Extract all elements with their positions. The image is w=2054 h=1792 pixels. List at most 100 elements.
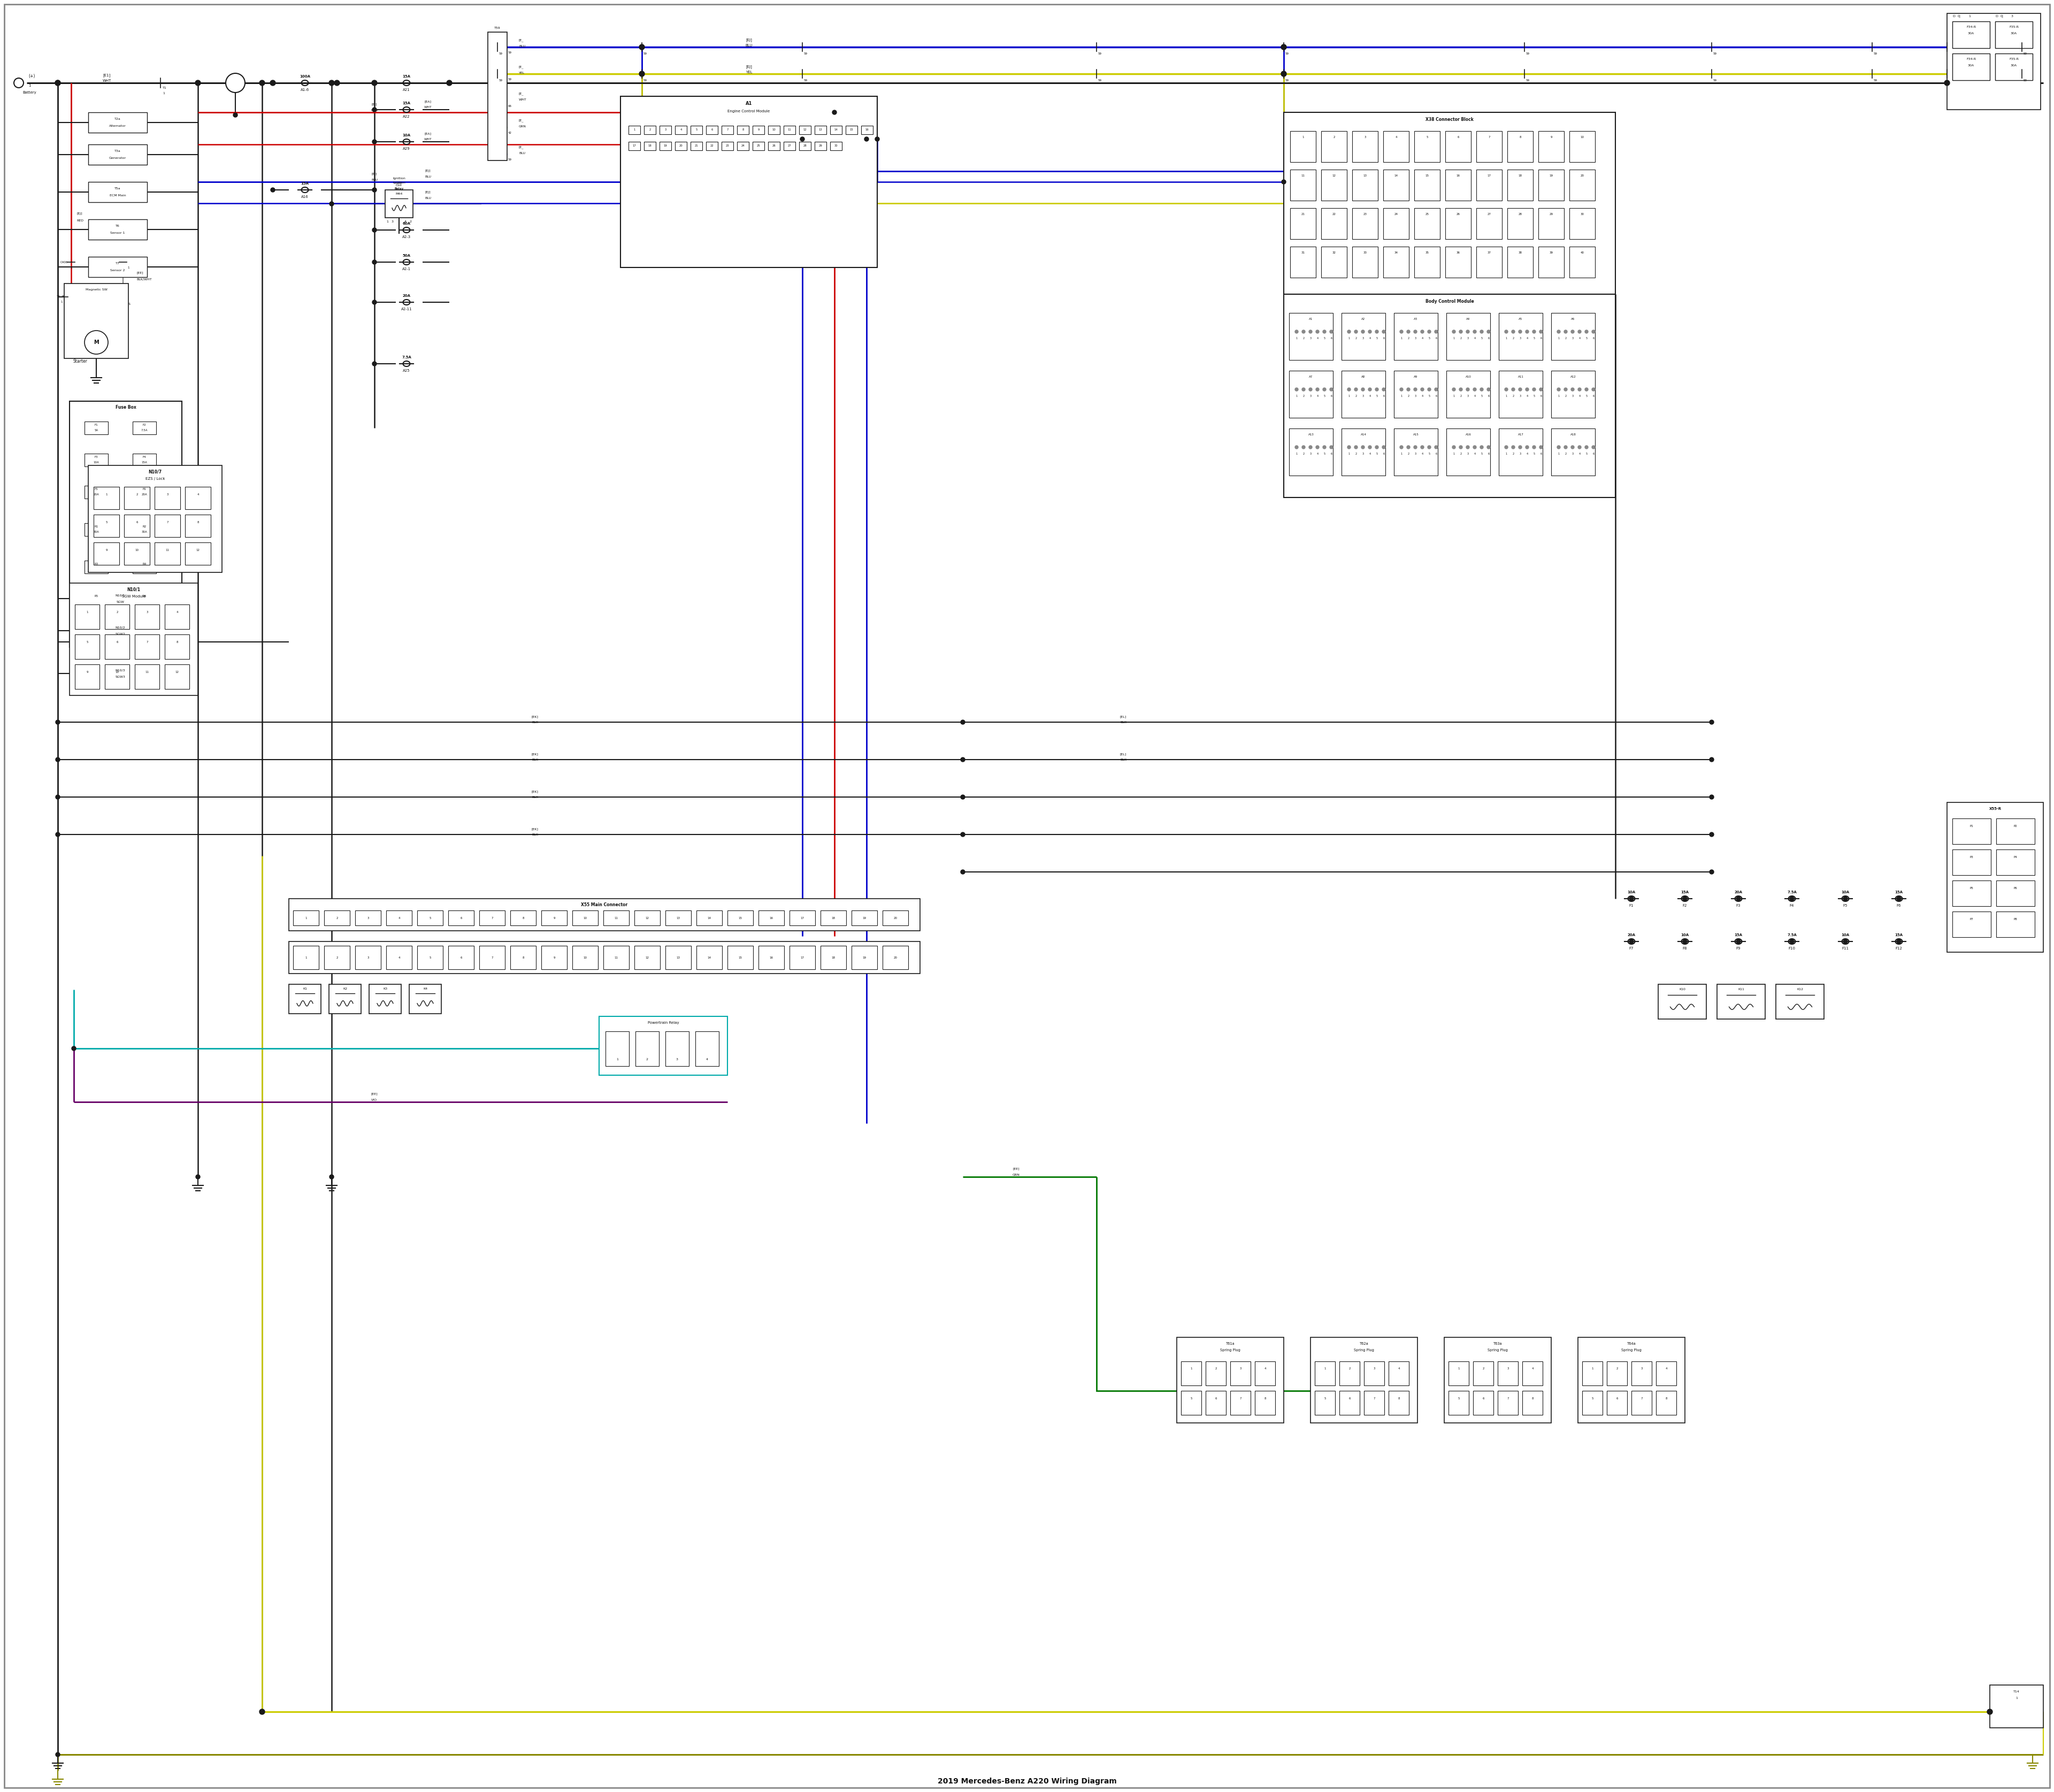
Text: 27: 27 [1487, 213, 1491, 215]
Text: P3: P3 [1970, 855, 1974, 858]
Bar [1538, 208, 1563, 238]
Bar [1717, 984, 1764, 1020]
Text: 10: 10 [583, 916, 587, 919]
Circle shape [1842, 896, 1847, 901]
Text: A18: A18 [1569, 434, 1575, 435]
Text: [E_: [E_ [520, 91, 524, 95]
Bar [1577, 1337, 1684, 1423]
Circle shape [1506, 387, 1508, 391]
Bar [1448, 1362, 1469, 1385]
Text: BLU: BLU [372, 179, 378, 181]
Text: 59: 59 [803, 79, 807, 82]
Circle shape [1538, 446, 1543, 448]
Text: 16: 16 [1456, 174, 1460, 177]
Circle shape [1592, 446, 1596, 448]
Text: 20A: 20A [92, 493, 99, 496]
Circle shape [372, 81, 378, 86]
Text: 18: 18 [832, 957, 836, 959]
Bar [1522, 1362, 1543, 1385]
Bar [1538, 170, 1563, 201]
Text: BLK: BLK [1119, 758, 1126, 762]
Text: 7.5A: 7.5A [403, 357, 411, 358]
Bar [509, 946, 536, 969]
Bar [852, 946, 877, 969]
Circle shape [1347, 387, 1352, 391]
Text: 35: 35 [1425, 251, 1430, 254]
Circle shape [875, 136, 879, 142]
Bar [659, 125, 672, 134]
Bar [785, 125, 795, 134]
Bar [727, 946, 754, 969]
Bar [727, 910, 754, 925]
Text: 11: 11 [614, 957, 618, 959]
Text: 59: 59 [1873, 52, 1877, 56]
Text: P4: P4 [2013, 855, 2017, 858]
Bar [1582, 1391, 1602, 1416]
Text: 15A: 15A [1896, 934, 1902, 937]
Bar [74, 634, 99, 659]
Text: S: S [127, 303, 131, 305]
Circle shape [372, 108, 376, 111]
Text: [EE]: [EE] [136, 271, 144, 274]
Bar [1658, 984, 1707, 1020]
Bar [1477, 247, 1501, 278]
Bar [1382, 247, 1409, 278]
Text: 1: 1 [29, 84, 31, 88]
Text: 1: 1 [616, 1057, 618, 1061]
Bar [1953, 880, 1990, 907]
Circle shape [1586, 446, 1588, 448]
Circle shape [1682, 939, 1686, 944]
Circle shape [1506, 330, 1508, 333]
Text: 15A: 15A [1734, 934, 1742, 937]
Circle shape [1428, 330, 1432, 333]
Bar [1341, 428, 1384, 475]
Bar [509, 910, 536, 925]
Bar [479, 910, 505, 925]
Text: F6: F6 [142, 487, 146, 491]
Bar [635, 946, 659, 969]
Circle shape [1413, 330, 1417, 333]
Circle shape [1401, 387, 1403, 391]
Bar [134, 453, 156, 466]
Text: WHT: WHT [423, 106, 431, 109]
Text: 34: 34 [1395, 251, 1399, 254]
Circle shape [1452, 446, 1456, 448]
Circle shape [1986, 1710, 1992, 1715]
Text: Spring Plug: Spring Plug [1621, 1349, 1641, 1351]
Bar [1446, 371, 1491, 418]
Circle shape [1577, 446, 1582, 448]
Circle shape [55, 81, 60, 86]
Text: GRN: GRN [520, 125, 526, 127]
Text: D: D [1953, 14, 1955, 18]
Text: 7.5A: 7.5A [1787, 934, 1797, 937]
Bar [846, 125, 857, 134]
Circle shape [1452, 330, 1456, 333]
Text: 29: 29 [1549, 213, 1553, 215]
Text: 15: 15 [850, 129, 852, 131]
Bar [1953, 819, 1990, 844]
Text: WHT: WHT [520, 99, 526, 102]
Circle shape [1401, 330, 1403, 333]
Text: A8: A8 [1362, 376, 1366, 378]
Bar [1284, 113, 1614, 294]
Text: N10/3: N10/3 [115, 668, 125, 672]
Bar [1446, 208, 1471, 238]
Bar [820, 910, 846, 925]
Text: N10/1: N10/1 [115, 593, 125, 597]
Circle shape [1329, 387, 1333, 391]
Bar [1551, 371, 1596, 418]
Text: BLU: BLU [746, 43, 752, 47]
Bar [645, 142, 655, 151]
Circle shape [1532, 446, 1536, 448]
Text: T14: T14 [2013, 1690, 2019, 1693]
Circle shape [1481, 387, 1483, 391]
Circle shape [1487, 387, 1491, 391]
Bar [417, 946, 444, 969]
Bar [1181, 1362, 1202, 1385]
Circle shape [372, 260, 376, 263]
Bar [1569, 170, 1596, 201]
Text: 20: 20 [893, 916, 898, 919]
Text: F7: F7 [1629, 946, 1633, 950]
Text: Starter: Starter [74, 358, 88, 364]
Bar [1395, 314, 1438, 360]
